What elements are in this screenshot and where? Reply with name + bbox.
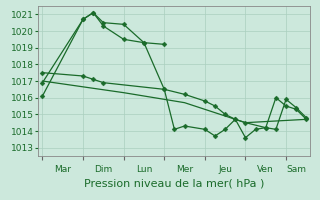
Text: Dim: Dim — [94, 165, 113, 174]
Text: Ven: Ven — [257, 165, 274, 174]
Text: Mer: Mer — [176, 165, 193, 174]
Text: Mar: Mar — [54, 165, 71, 174]
Text: Sam: Sam — [286, 165, 306, 174]
Text: Jeu: Jeu — [218, 165, 232, 174]
Text: Lun: Lun — [136, 165, 152, 174]
X-axis label: Pression niveau de la mer( hPa ): Pression niveau de la mer( hPa ) — [84, 179, 265, 189]
